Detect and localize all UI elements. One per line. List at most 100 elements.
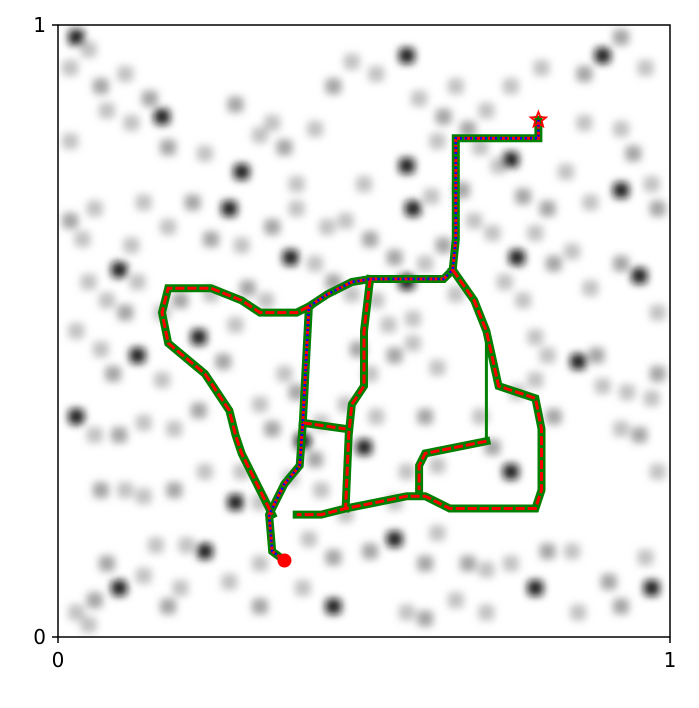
obstacle — [404, 310, 421, 327]
obstacle — [386, 249, 403, 266]
obstacle — [447, 592, 464, 609]
obstacle — [594, 47, 611, 64]
obstacle — [294, 580, 311, 597]
obstacle — [288, 200, 305, 217]
obstacle — [251, 127, 268, 144]
obstacle — [233, 163, 250, 180]
obstacle — [417, 555, 434, 572]
obstacle — [643, 390, 660, 407]
obstacle — [105, 365, 122, 382]
obstacle — [313, 482, 330, 499]
path-blue-dotted-13 — [267, 119, 540, 562]
obstacle — [478, 102, 495, 119]
obstacle — [631, 267, 648, 284]
obstacle — [221, 573, 238, 590]
obstacle — [276, 139, 293, 156]
obstacle — [203, 231, 219, 248]
obstacle — [417, 610, 434, 627]
obstacle — [509, 249, 525, 266]
obstacle — [490, 157, 507, 174]
obstacle — [282, 249, 299, 266]
obstacle — [135, 488, 152, 505]
obstacle — [435, 237, 452, 254]
obstacle — [404, 200, 421, 217]
obstacle — [557, 163, 574, 180]
obstacle — [117, 304, 134, 321]
obstacle — [196, 543, 213, 560]
obstacle — [68, 29, 85, 46]
obstacle — [141, 90, 158, 107]
obstacle — [80, 274, 97, 291]
obstacle — [74, 231, 91, 248]
obstacle — [264, 114, 281, 131]
obstacle — [129, 347, 146, 364]
obstacle — [649, 365, 666, 382]
obstacle — [251, 396, 268, 413]
obstacle — [92, 78, 109, 95]
obstacle — [111, 427, 128, 444]
obstacle — [594, 378, 611, 395]
obstacle — [502, 555, 519, 572]
obstacle — [160, 139, 177, 156]
obstacle — [160, 218, 177, 235]
obstacle — [496, 274, 513, 291]
start-marker — [277, 553, 292, 568]
obstacle — [160, 598, 177, 615]
obstacle — [325, 78, 342, 95]
obstacle — [515, 188, 532, 205]
obstacle — [460, 121, 477, 138]
obstacle — [307, 121, 324, 138]
obstacle — [362, 543, 379, 560]
obstacle — [190, 329, 207, 346]
obstacle — [631, 427, 648, 444]
obstacle — [649, 463, 666, 480]
obstacle — [184, 194, 201, 211]
obstacle — [337, 212, 354, 229]
obstacle — [325, 549, 342, 566]
obstacle — [319, 218, 336, 235]
obstacle — [637, 549, 654, 566]
obstacle — [570, 604, 587, 621]
obstacle — [111, 580, 128, 597]
obstacle — [613, 420, 630, 437]
obstacle — [411, 90, 428, 107]
obstacle — [68, 604, 85, 621]
obstacle — [368, 408, 385, 425]
obstacle — [576, 114, 593, 131]
obstacle — [356, 176, 372, 193]
obstacle — [613, 29, 630, 46]
obstacle — [643, 176, 660, 193]
obstacle — [404, 335, 421, 352]
obstacle — [447, 78, 464, 95]
obstacle — [527, 225, 544, 242]
obstacle — [117, 482, 134, 499]
path-red-dashed-11 — [302, 421, 346, 431]
obstacle — [166, 482, 183, 499]
obstacle — [460, 555, 477, 572]
obstacle — [264, 218, 281, 235]
obstacle — [68, 323, 85, 339]
obstacle — [343, 53, 360, 70]
obstacle — [307, 451, 324, 468]
obstacle — [368, 292, 385, 309]
obstacle — [135, 414, 152, 431]
x-tick-label: 1 — [664, 648, 677, 672]
obstacle — [258, 292, 275, 309]
obstacle — [564, 243, 581, 260]
obstacle — [239, 280, 256, 297]
obstacle — [80, 616, 97, 633]
obstacle — [582, 194, 599, 211]
path-red-dashed-9 — [296, 268, 543, 517]
obstacle — [649, 200, 666, 217]
obstacle — [196, 145, 213, 162]
obstacle — [233, 237, 250, 254]
obstacle — [86, 200, 103, 217]
obstacle — [154, 371, 171, 388]
obstacle — [613, 121, 630, 138]
obstacle — [545, 408, 562, 425]
obstacle — [227, 96, 244, 113]
obstacle — [398, 47, 415, 64]
obstacle — [135, 194, 152, 211]
obstacle — [147, 537, 164, 554]
